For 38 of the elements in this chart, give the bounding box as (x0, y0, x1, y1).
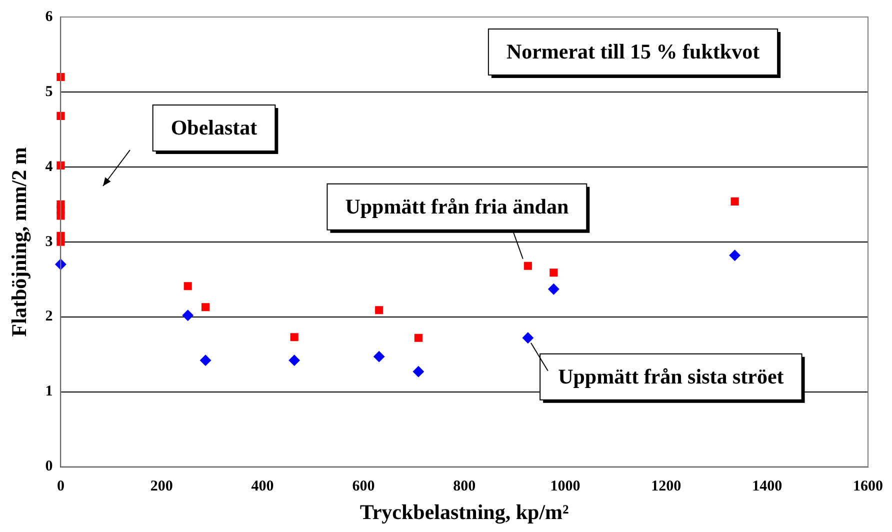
y-tick-label: 0 (45, 458, 53, 475)
x-tick-label: 1200 (651, 478, 682, 495)
y-axis-title: Flatböjning, mm/2 m (7, 146, 32, 337)
y-tick-label: 3 (45, 234, 53, 250)
point (730, 197, 739, 206)
annotation: Normerat till 15 % fuktkvot (506, 39, 760, 64)
point (182, 310, 194, 321)
point (729, 250, 740, 261)
point (548, 284, 560, 295)
y-tick-label: 6 (45, 8, 54, 25)
y-tick-label: 4 (45, 158, 54, 175)
x-tick-label: 200 (150, 478, 173, 495)
x-tick-label: 1000 (550, 478, 580, 495)
x-tick-label: 1400 (752, 478, 782, 495)
x-tick-label: 0 (56, 478, 64, 495)
point (200, 354, 212, 366)
y-tick-label: 2 (45, 308, 53, 325)
x-tick-label: 600 (352, 478, 375, 495)
y-tick-label: 1 (45, 384, 53, 400)
y-tick-label: 5 (45, 84, 53, 100)
annotation: Uppmätt från fria ändan (345, 194, 569, 218)
point (288, 354, 300, 366)
point (374, 351, 385, 362)
point (412, 366, 424, 378)
point (290, 333, 298, 342)
x-axis-title: Tryckbelastning, kp/m² (360, 500, 569, 524)
point (414, 334, 422, 342)
x-tick-label: 1600 (853, 478, 883, 495)
annotation: Uppmätt från sista ströet (558, 364, 784, 388)
point (375, 306, 384, 314)
point (184, 282, 192, 290)
x-tick-label: 800 (453, 478, 476, 495)
point (522, 332, 534, 344)
point (524, 262, 532, 270)
annotation: Obelastat (170, 115, 258, 140)
point (550, 268, 558, 277)
point (201, 303, 210, 312)
x-tick-label: 400 (251, 478, 274, 495)
